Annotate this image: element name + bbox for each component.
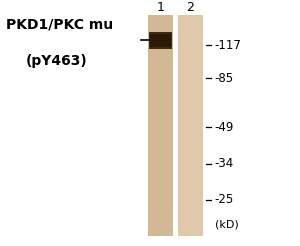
Bar (178, 15, 203, 236)
Text: (pY463): (pY463) (26, 54, 87, 68)
Text: -49: -49 (214, 121, 234, 134)
Bar (150, 34, 171, 47)
Text: -85: -85 (214, 72, 234, 85)
Text: -25: -25 (214, 193, 234, 206)
Bar (148, 15, 173, 236)
Text: -117: -117 (214, 39, 242, 52)
Text: (kD): (kD) (214, 220, 238, 230)
Text: 1: 1 (157, 1, 164, 14)
Text: 2: 2 (187, 1, 194, 14)
Text: -34: -34 (214, 157, 234, 170)
Bar (149, 32, 172, 49)
Text: PKD1/PKC mu: PKD1/PKC mu (6, 18, 113, 32)
